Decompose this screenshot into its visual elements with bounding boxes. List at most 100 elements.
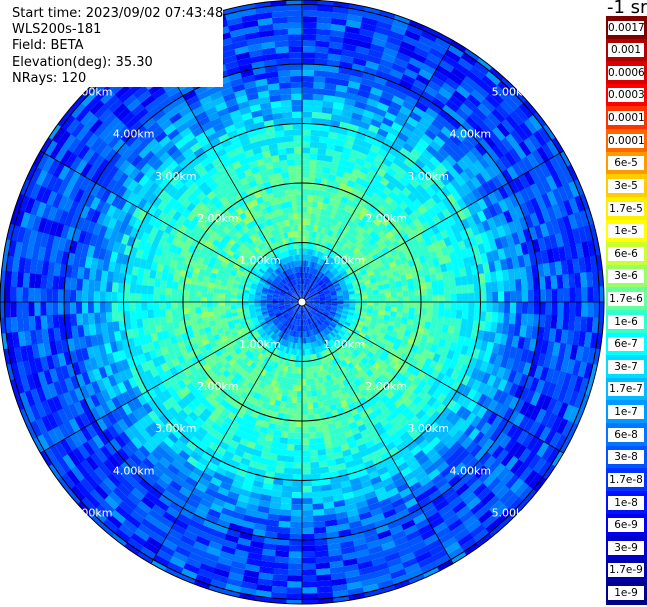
range-gate	[307, 302, 314, 305]
range-gate	[455, 310, 463, 320]
range-gate	[460, 248, 469, 260]
range-gate	[70, 276, 78, 291]
range-gate	[346, 179, 356, 189]
range-gate	[315, 40, 331, 48]
range-gate	[447, 269, 455, 280]
range-gate	[307, 242, 312, 250]
range-gate	[105, 301, 112, 313]
range-gate	[325, 185, 334, 193]
range-gate	[446, 215, 457, 227]
range-gate	[478, 273, 486, 285]
range-gate	[535, 195, 547, 212]
range-gate	[448, 317, 456, 327]
range-gate	[295, 420, 302, 427]
range-gate	[307, 298, 314, 301]
range-gate	[352, 257, 360, 264]
range-gate	[135, 292, 142, 302]
range-gate	[312, 520, 326, 528]
range-gate	[335, 264, 342, 271]
range-gate	[557, 302, 564, 317]
range-gate	[562, 315, 570, 332]
range-gate	[386, 106, 400, 117]
range-gate	[508, 245, 518, 259]
range-gate	[384, 41, 402, 53]
range-gate	[573, 211, 584, 230]
range-gate	[286, 563, 302, 570]
range-gate	[365, 226, 374, 235]
range-gate	[526, 240, 535, 255]
range-gate	[352, 247, 360, 255]
range-gate	[340, 270, 347, 277]
range-gate	[357, 89, 371, 99]
range-gate	[396, 291, 403, 298]
range-gate	[291, 486, 302, 493]
range-gate	[460, 275, 468, 286]
range-gate	[352, 106, 366, 116]
range-gate	[154, 316, 161, 326]
range-gate	[301, 438, 310, 445]
range-gate	[396, 167, 408, 178]
range-gate	[331, 306, 338, 310]
range-gate	[481, 75, 498, 91]
range-gate	[371, 313, 379, 319]
range-gate	[349, 75, 363, 84]
range-gate	[349, 118, 362, 127]
range-gate	[315, 171, 323, 179]
range-gate	[375, 20, 394, 31]
range-gate	[459, 363, 469, 376]
range-gate	[111, 291, 118, 302]
range-gate	[441, 142, 455, 156]
range-gate	[350, 321, 358, 327]
range-gate	[430, 182, 442, 194]
range-gate	[302, 194, 308, 201]
range-gate	[411, 325, 419, 334]
range-gate	[373, 226, 382, 235]
range-gate	[311, 290, 317, 295]
range-gate	[10, 285, 17, 302]
range-gate	[389, 100, 403, 112]
range-gate	[540, 208, 552, 224]
range-gate	[327, 53, 343, 62]
range-gate	[322, 166, 331, 175]
range-gate	[438, 309, 445, 318]
range-gate	[93, 301, 100, 313]
range-gate	[462, 355, 472, 367]
range-gate	[28, 286, 35, 302]
range-gate	[346, 269, 354, 276]
range-gate	[390, 306, 398, 313]
range-gate	[359, 256, 367, 264]
range-gate	[454, 276, 462, 287]
range-gate	[508, 346, 518, 360]
range-gate	[384, 111, 398, 123]
range-gate	[551, 137, 565, 155]
range-gate	[201, 311, 208, 318]
range-gate	[379, 162, 390, 173]
range-gate	[422, 268, 431, 277]
range-gate	[306, 384, 312, 392]
range-gate	[388, 277, 396, 284]
range-gate	[359, 246, 367, 254]
range-gate	[342, 308, 349, 313]
range-gate	[213, 310, 220, 316]
range-gate	[441, 218, 451, 230]
range-gate	[379, 177, 390, 187]
range-gate	[338, 278, 345, 284]
range-gate	[412, 79, 428, 92]
range-gate	[509, 302, 517, 315]
range-gate	[429, 75, 446, 88]
range-gate	[485, 311, 493, 323]
range-gate	[381, 117, 395, 128]
range-gate	[309, 159, 318, 166]
range-gate	[301, 527, 315, 534]
range-gate	[543, 235, 553, 251]
range-gate	[311, 497, 324, 505]
range-gate	[448, 117, 462, 131]
range-gate	[524, 118, 539, 136]
range-gate	[319, 304, 326, 307]
range-gate	[517, 255, 526, 269]
range-gate	[306, 390, 312, 398]
range-gate	[81, 301, 89, 314]
range-gate	[402, 261, 410, 270]
range-gate	[343, 294, 350, 298]
range-gate	[479, 231, 489, 244]
